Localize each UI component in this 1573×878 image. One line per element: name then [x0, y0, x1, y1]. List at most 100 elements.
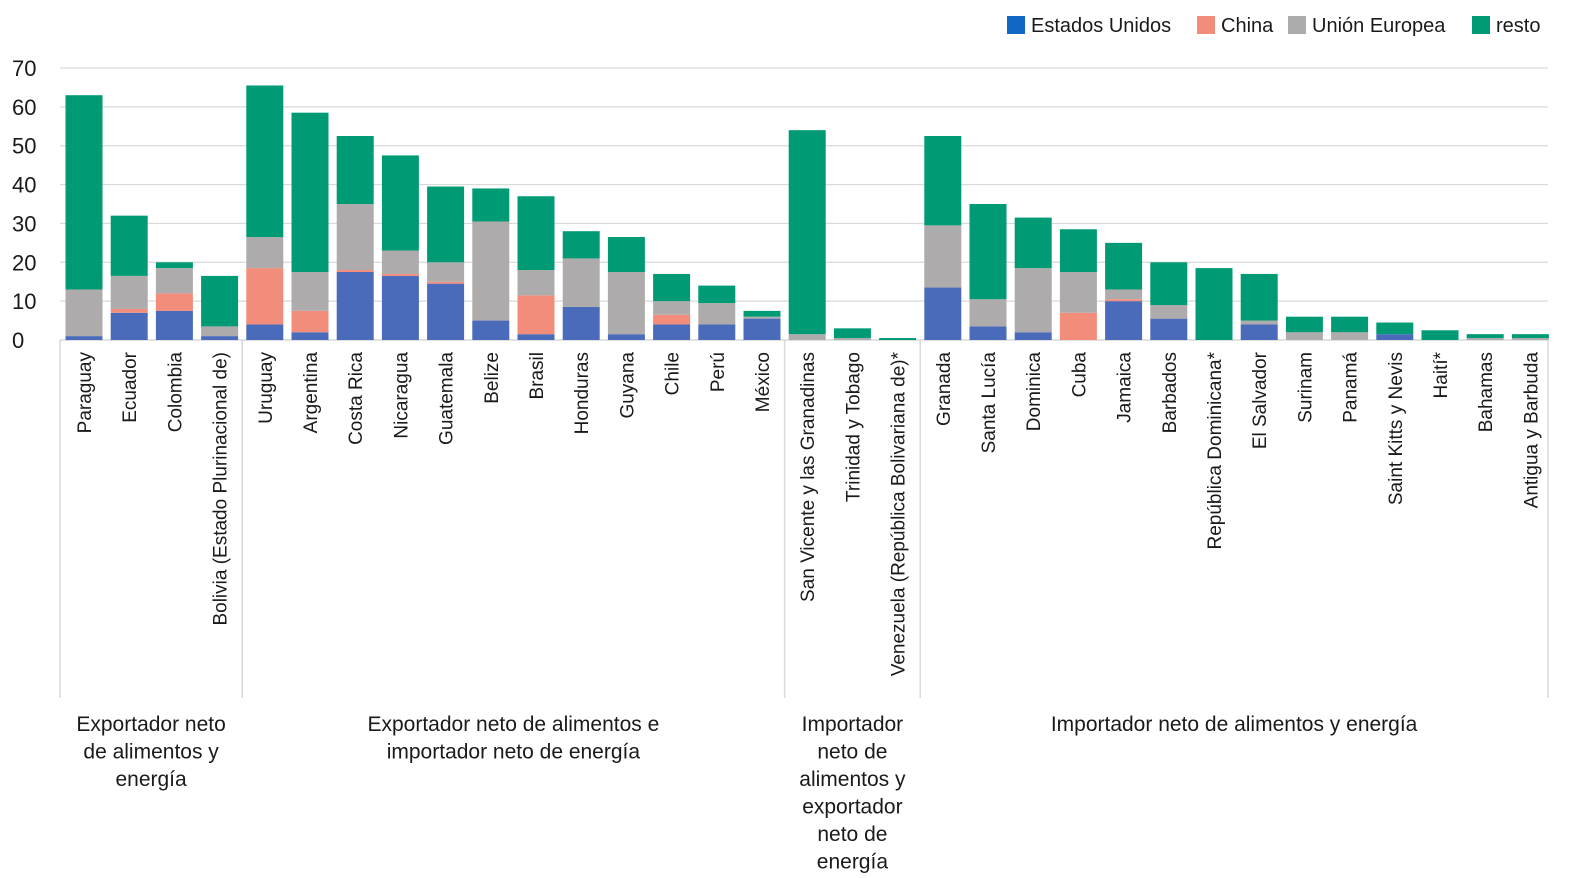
group-label: de alimentos y: [83, 741, 219, 764]
bar-segment-resto: [381, 155, 419, 251]
y-axis-ticks: 0 10 20 30 40 50 60 70: [12, 56, 36, 353]
bar-segment-resto: [517, 196, 555, 271]
bar-segment-china: [381, 273, 419, 276]
bar-segment-resto: [924, 136, 962, 226]
bar-segment-unión-europea: [517, 270, 555, 296]
bar-segment-estados-unidos: [743, 318, 781, 340]
bar-segment-unión-europea: [427, 262, 465, 282]
category-label: Trinidad y Tobago: [843, 352, 864, 502]
category-label: Uruguay: [256, 352, 277, 424]
bar-segment-resto: [155, 262, 193, 269]
legend-swatch: [1472, 16, 1490, 34]
category-label: Guatemala: [437, 352, 458, 445]
bar-segment-resto: [653, 273, 691, 302]
bar-segment-china: [1105, 299, 1143, 302]
category-label: Santa Lucía: [979, 352, 1000, 454]
bar-segment-resto: [246, 85, 284, 238]
bar-segment-resto: [110, 215, 148, 276]
bar-segment-resto: [743, 310, 781, 317]
bar-segment-resto: [1421, 330, 1459, 340]
bar-segment-unión-europea: [201, 326, 239, 337]
category-label: Haití*: [1431, 351, 1452, 398]
bar-segment-unión-europea: [246, 237, 284, 269]
bar-segment-unión-europea: [1014, 268, 1052, 333]
bar-segment-resto: [1331, 316, 1369, 333]
bar-segment-estados-unidos: [291, 332, 329, 340]
bar-segment-unión-europea: [833, 338, 871, 340]
bar-segment-unión-europea: [788, 334, 826, 340]
legend-swatch: [1007, 16, 1025, 34]
bar-segment-unión-europea: [1105, 289, 1143, 300]
category-label: Guyana: [617, 352, 638, 419]
bar-segment-resto: [336, 136, 374, 204]
bar-segment-estados-unidos: [336, 272, 374, 340]
bar-segment-estados-unidos: [924, 287, 962, 340]
group-label: Exportador neto: [76, 713, 225, 736]
bar-segment-unión-europea: [110, 275, 148, 309]
legend: Estados Unidos China Unión Europea resto: [1007, 15, 1540, 37]
bar-segment-china: [110, 308, 148, 313]
bar-segment-unión-europea: [1285, 332, 1323, 340]
bar-segment-unión-europea: [562, 258, 600, 307]
bar-segment-unión-europea: [607, 272, 645, 335]
bar-segment-resto: [788, 130, 826, 335]
category-labels: Paraguay Ecuador Colombia Bolivia (Estado P…: [75, 351, 1542, 676]
bar-segment-resto: [1511, 334, 1549, 339]
category-label: Panamá: [1341, 352, 1362, 423]
category-label: San Vicente y las Granadinas: [798, 352, 819, 602]
bar-segment-resto: [833, 328, 871, 339]
bar-segment-china: [155, 293, 193, 311]
bar-segment-china: [653, 314, 691, 325]
group-label: neto de: [817, 741, 887, 764]
bar-segment-estados-unidos: [110, 312, 148, 340]
y-tick-label: 40: [12, 173, 36, 198]
bar-segment-estados-unidos: [1150, 318, 1188, 340]
bar-segment-estados-unidos: [969, 326, 1007, 340]
category-label: Argentina: [301, 352, 322, 434]
category-label: Chile: [663, 352, 684, 395]
category-label: Cuba: [1069, 352, 1090, 398]
bar-segment-unión-europea: [155, 268, 193, 294]
bar-segment-china: [246, 268, 284, 325]
bar-segment-estados-unidos: [427, 283, 465, 340]
group-label: exportador: [802, 796, 902, 819]
bar-segment-estados-unidos: [246, 324, 284, 340]
y-tick-label: 70: [12, 56, 36, 81]
bar-segment-resto: [291, 112, 329, 272]
bar-segment-unión-europea: [1240, 320, 1278, 325]
category-label: Granada: [934, 352, 955, 426]
category-label: Saint Kitts y Nevis: [1386, 352, 1407, 505]
bar-segment-estados-unidos: [65, 336, 103, 340]
category-label: Barbados: [1160, 352, 1181, 433]
bar-segment-estados-unidos: [607, 334, 645, 340]
bar-segment-resto: [1240, 273, 1278, 321]
bar-segment-estados-unidos: [201, 336, 239, 340]
legend-label: Unión Europea: [1312, 15, 1446, 37]
category-label: Bahamas: [1476, 352, 1497, 432]
category-label: República Dominicana*: [1205, 351, 1226, 549]
bar-segment-resto: [472, 188, 510, 222]
category-label: Venezuela (República Bolivariana de)*: [889, 351, 910, 676]
y-tick-label: 0: [12, 328, 24, 353]
bar-segment-resto: [1150, 262, 1188, 306]
bar-segment-resto: [65, 95, 103, 290]
bar-segment-estados-unidos: [562, 306, 600, 340]
bar-segment-resto: [1376, 322, 1414, 335]
category-label: Antigua y Barbuda: [1521, 352, 1542, 509]
legend-swatch: [1197, 16, 1215, 34]
y-tick-label: 60: [12, 95, 36, 120]
bar-segment-estados-unidos: [1376, 334, 1414, 340]
y-tick-label: 50: [12, 134, 36, 159]
group-labels: Exportador neto de alimentos y energía Expo…: [76, 713, 1417, 874]
legend-label: China: [1221, 15, 1274, 37]
bar-segment-resto: [427, 186, 465, 263]
bar-segment-unión-europea: [336, 204, 374, 271]
bar-segment-unión-europea: [924, 225, 962, 288]
bar-segment-resto: [1195, 268, 1233, 340]
group-label: Importador: [802, 713, 904, 736]
group-label: importador neto de energía: [387, 741, 641, 764]
bar-segment-estados-unidos: [155, 310, 193, 340]
bar-segment-unión-europea: [653, 301, 691, 315]
bar-segment-resto: [607, 237, 645, 272]
